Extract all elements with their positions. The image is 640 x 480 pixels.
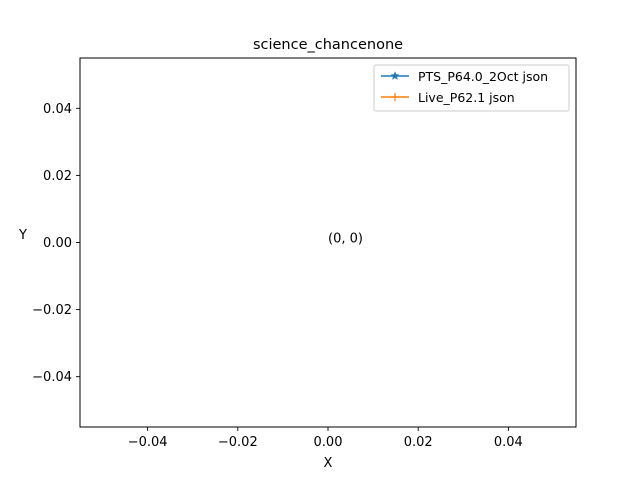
x-tick-label: 0.00 — [314, 435, 343, 450]
legend-label: PTS_P64.0_2Oct json — [418, 69, 548, 84]
x-axis-label: X — [324, 456, 333, 471]
y-tick-label: −0.02 — [32, 303, 72, 318]
y-axis-ticks: 0.04 0.02 0.00 −0.02 −0.04 — [32, 102, 80, 385]
y-tick-label: 0.00 — [43, 236, 72, 251]
legend-marker — [391, 93, 399, 101]
y-tick-label: −0.04 — [32, 370, 72, 385]
legend-label: Live_P62.1 json — [418, 90, 515, 105]
x-tick-label: 0.02 — [404, 435, 433, 450]
legend-marker — [390, 71, 400, 80]
y-axis-label: Y — [18, 228, 27, 243]
annotations: (0, 0) — [328, 232, 363, 247]
annotation-label: (0, 0) — [328, 232, 363, 247]
legend-box — [373, 64, 570, 112]
x-tick-label: −0.02 — [218, 435, 258, 450]
x-tick-label: 0.04 — [494, 435, 523, 450]
y-tick-label: 0.04 — [43, 102, 72, 117]
x-axis-ticks: −0.04 −0.02 0.00 0.02 0.04 — [128, 427, 523, 450]
y-tick-label: 0.02 — [43, 169, 72, 184]
chart-title: science_chancenone — [253, 37, 403, 53]
legend-items: PTS_P64.0_2Oct json Live_P62.1 json — [381, 69, 548, 105]
plot-area — [79, 57, 577, 428]
x-tick-label: −0.04 — [128, 435, 168, 450]
legend: PTS_P64.0_2Oct json Live_P62.1 json — [373, 64, 570, 112]
